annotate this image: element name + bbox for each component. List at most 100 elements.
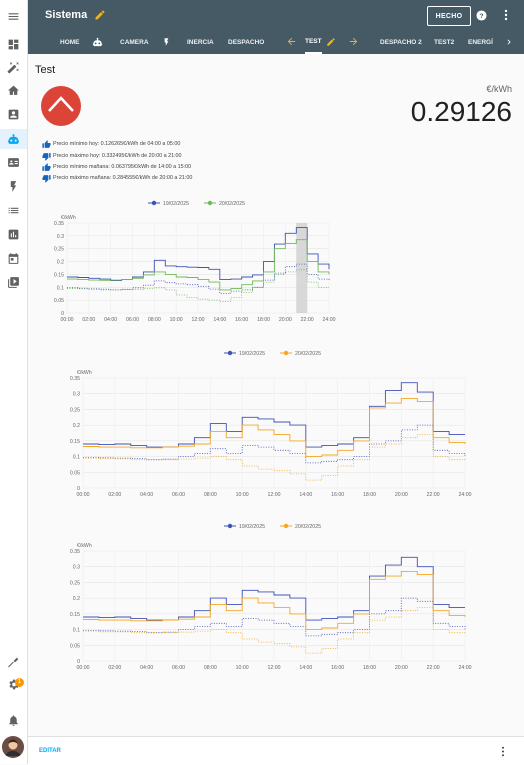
thumb-up-icon <box>42 139 51 148</box>
x-tick-label: 12:00 <box>268 665 281 671</box>
series-line <box>67 269 329 302</box>
x-tick-label: 18:00 <box>363 492 376 498</box>
series-line <box>83 570 466 631</box>
legend-label: 20/02/2025 <box>295 524 321 530</box>
tab-despacho[interactable]: DESPACHO <box>228 38 265 46</box>
pencil-icon[interactable] <box>94 9 106 21</box>
help-icon[interactable]: ? <box>476 10 487 21</box>
tab-home[interactable]: HOME <box>60 38 80 46</box>
x-tick-label: 18:00 <box>363 665 376 671</box>
y-axis-label: €/kWh <box>77 543 92 549</box>
x-tick-label: 22:00 <box>427 492 440 498</box>
y-tick-label: 0.25 <box>54 247 64 253</box>
y-tick-label: 0.25 <box>70 407 80 413</box>
y-tick-label: 0.1 <box>57 285 64 291</box>
bell-icon[interactable] <box>5 712 22 729</box>
x-tick-label: 14:00 <box>299 665 312 671</box>
x-tick-label: 04:00 <box>140 492 153 498</box>
card-icon[interactable] <box>5 154 22 171</box>
x-tick-label: 22:00 <box>427 665 440 671</box>
x-tick-label: 20:00 <box>395 492 408 498</box>
hammer-icon[interactable] <box>5 654 22 671</box>
y-tick-label: 0.35 <box>70 549 80 555</box>
info-max-today: Precio máximo hoy: 0.332495€/kWh de 20:0… <box>42 151 182 161</box>
x-tick-label: 06:00 <box>172 492 185 498</box>
x-tick-label: 10:00 <box>170 317 183 323</box>
y-tick-label: 0 <box>77 659 80 665</box>
legend-label: 20/02/2025 <box>219 201 245 207</box>
flash-icon[interactable] <box>5 178 22 195</box>
x-tick-label: 24:00 <box>459 665 472 671</box>
tab-energia[interactable]: ENERGÍ <box>468 38 493 46</box>
tab-test2[interactable]: TEST2 <box>434 38 455 46</box>
x-tick-label: 00:00 <box>61 317 74 323</box>
x-tick-label: 20:00 <box>279 317 292 323</box>
svg-text:?: ? <box>480 13 484 20</box>
toolbar: Sistema HECHO ? <box>28 0 524 54</box>
y-tick-label: 0.15 <box>70 439 80 445</box>
robot-icon[interactable] <box>0 129 27 149</box>
y-tick-label: 0 <box>61 311 64 317</box>
price-chart-3[interactable]: 19/02/2025 20/02/2025 €/kWh 0 0.05 0.1 0.15 0.2… <box>55 517 485 677</box>
x-tick-label: 22:00 <box>301 317 314 323</box>
media-icon[interactable] <box>5 274 22 291</box>
legend-marker <box>227 523 233 529</box>
tab-inercia[interactable]: INERCIA <box>187 38 214 46</box>
app-title: Sistema <box>45 9 88 21</box>
dashboard-icon[interactable] <box>5 36 22 53</box>
legend-label: 20/02/2025 <box>295 351 321 357</box>
y-tick-label: 0 <box>77 486 80 492</box>
series-line <box>83 556 465 621</box>
info-min-tomorrow: Precio mínimo mañana: 0.063795€/kWh de 1… <box>42 162 191 172</box>
done-button[interactable]: HECHO <box>427 6 471 26</box>
avatar[interactable] <box>2 736 24 758</box>
account-box-icon[interactable] <box>5 106 22 123</box>
x-tick-label: 02:00 <box>108 665 121 671</box>
electricity-price-logo <box>41 86 81 126</box>
y-tick-label: 0.05 <box>54 298 64 304</box>
y-tick-label: 0.2 <box>57 260 64 266</box>
tab-robot-icon[interactable] <box>92 30 103 54</box>
legend-marker <box>151 200 157 206</box>
y-tick-label: 0.1 <box>73 628 80 634</box>
current-hour-highlight <box>296 223 308 313</box>
arrow-left-icon[interactable] <box>286 36 297 47</box>
chart-box-icon[interactable] <box>5 226 22 243</box>
y-tick-label: 0.05 <box>70 643 80 649</box>
info-max-tomorrow: Precio máximo mañana: 0.284555€/kWh de 2… <box>42 173 192 183</box>
y-tick-label: 0.35 <box>70 376 80 382</box>
x-tick-label: 24:00 <box>323 317 336 323</box>
edit-button[interactable]: EDITAR <box>39 748 61 754</box>
flash-icon <box>164 38 169 46</box>
home-icon[interactable] <box>5 82 22 99</box>
x-tick-label: 08:00 <box>204 492 217 498</box>
price-chart-1[interactable]: 19/02/2025 20/02/2025 €/kWh 0 0.05 0.1 0.15 0.2… <box>45 195 345 330</box>
x-tick-label: 06:00 <box>172 665 185 671</box>
robot-icon <box>92 37 103 46</box>
x-tick-label: 06:00 <box>126 317 139 323</box>
x-tick-label: 08:00 <box>204 665 217 671</box>
tab-camera[interactable]: CAMERA <box>120 38 149 46</box>
tab-despacho-2[interactable]: DESPACHO 2 <box>380 38 422 46</box>
y-axis-label: €/kWh <box>61 215 76 221</box>
tab-test[interactable]: TEST <box>305 30 322 54</box>
thumb-down-icon <box>42 152 51 161</box>
arrow-right-icon[interactable] <box>348 36 359 47</box>
legend-marker <box>283 523 289 529</box>
tab-flash-icon[interactable] <box>162 30 171 54</box>
calendar-icon[interactable] <box>5 250 22 267</box>
x-tick-label: 12:00 <box>192 317 205 323</box>
y-tick-label: 0.35 <box>54 221 64 227</box>
y-tick-label: 0.3 <box>57 234 64 240</box>
magic-wand-icon[interactable] <box>5 59 22 76</box>
price-chart-2[interactable]: 19/02/2025 20/02/2025 €/kWh 0 0.05 0.1 0.15 0.2… <box>55 344 485 504</box>
menu-icon[interactable] <box>5 8 22 25</box>
chevron-right-icon[interactable] <box>504 37 514 47</box>
card-title: Test <box>35 64 56 76</box>
more-vert-icon[interactable] <box>500 746 506 757</box>
view-tabs: HOME CAMERA INERCIA DESPACHO TEST DESPAC… <box>28 30 524 54</box>
pencil-icon[interactable] <box>326 37 336 47</box>
x-tick-label: 00:00 <box>77 665 90 671</box>
list-icon[interactable] <box>5 202 22 219</box>
more-vert-icon[interactable] <box>502 9 510 21</box>
